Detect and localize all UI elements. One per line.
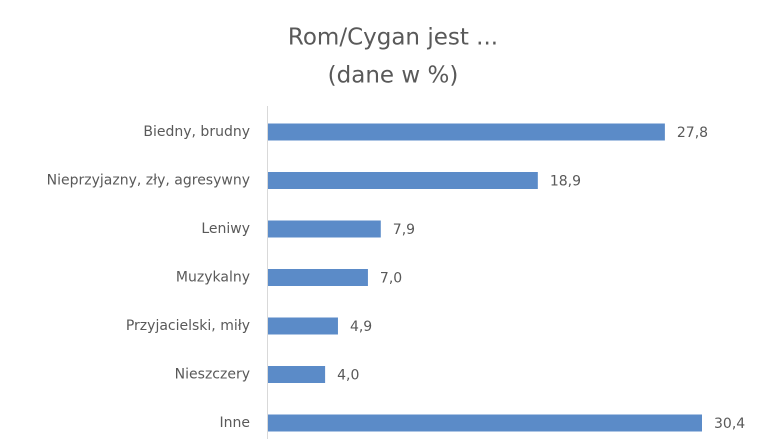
bar — [268, 317, 338, 335]
category-label: Leniwy — [201, 221, 250, 237]
category-label: Nieszczery — [175, 367, 250, 383]
value-label: 4,9 — [350, 319, 372, 335]
value-label: 18,9 — [550, 174, 581, 190]
value-label: 4,0 — [337, 368, 359, 384]
category-label: Przyjacielski, miły — [126, 318, 250, 334]
category-label: Muzykalny — [176, 270, 250, 286]
category-label: Biedny, brudny — [143, 124, 250, 140]
bar — [268, 123, 665, 141]
value-label: 7,9 — [393, 222, 415, 238]
value-label: 27,8 — [677, 125, 708, 141]
bar — [268, 220, 381, 238]
value-label: 7,0 — [380, 271, 402, 287]
bar — [268, 172, 538, 189]
bar — [268, 414, 702, 432]
chart-title: Rom/Cygan jest ... — [288, 25, 498, 51]
bar — [268, 366, 326, 383]
chart-subtitle: (dane w %) — [328, 63, 459, 89]
category-label: Inne — [220, 415, 251, 431]
category-label: Nieprzyjazny, zły, agresywny — [47, 173, 250, 189]
bar — [268, 269, 368, 286]
value-label: 30,4 — [714, 416, 745, 432]
